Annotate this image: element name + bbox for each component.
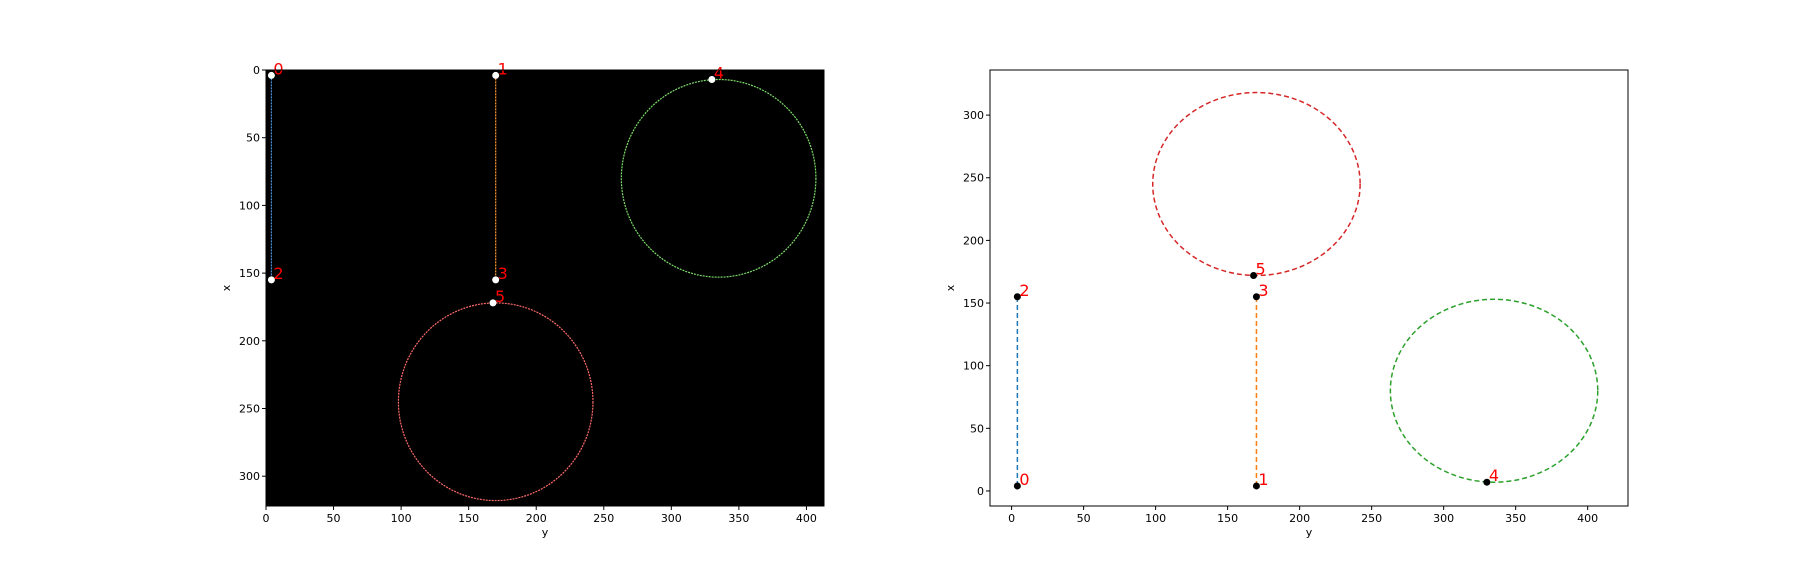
x-tick-label: 250 bbox=[593, 512, 614, 525]
y-tick-label: 0 bbox=[253, 64, 260, 77]
x-tick-label: 0 bbox=[263, 512, 270, 525]
y-tick-label: 250 bbox=[963, 172, 984, 185]
y-tick-label: 100 bbox=[963, 360, 984, 373]
point-0 bbox=[1013, 482, 1021, 490]
circle-1 bbox=[397, 302, 594, 502]
x-tick-label: 250 bbox=[1361, 512, 1382, 525]
x-tick-label: 300 bbox=[1433, 512, 1454, 525]
x-tick-label: 50 bbox=[1077, 512, 1091, 525]
y-tick-label: 300 bbox=[963, 109, 984, 122]
point-5 bbox=[489, 299, 497, 307]
x-axis-label: y bbox=[1306, 526, 1313, 539]
x-tick-label: 150 bbox=[1217, 512, 1238, 525]
point-1 bbox=[492, 71, 500, 79]
point-2 bbox=[1013, 293, 1021, 301]
x-tick-label: 400 bbox=[796, 512, 817, 525]
point-label-2: 2 bbox=[273, 264, 283, 283]
point-0 bbox=[267, 71, 275, 79]
y-tick-label: 150 bbox=[963, 297, 984, 310]
point-label-5: 5 bbox=[495, 287, 505, 306]
plot-background bbox=[990, 70, 1628, 506]
point-1 bbox=[1252, 482, 1260, 490]
point-label-4: 4 bbox=[1489, 466, 1499, 485]
x-tick-label: 200 bbox=[526, 512, 547, 525]
y-tick-label: 250 bbox=[239, 403, 260, 416]
point-label-4: 4 bbox=[714, 63, 724, 82]
x-tick-label: 200 bbox=[1289, 512, 1310, 525]
axes-frame bbox=[989, 69, 1629, 507]
point-label-2: 2 bbox=[1019, 281, 1029, 300]
circle-0 bbox=[620, 78, 817, 278]
point-3 bbox=[1252, 293, 1260, 301]
y-tick-label: 150 bbox=[239, 267, 260, 280]
point-4 bbox=[708, 75, 716, 83]
x-tick-label: 100 bbox=[391, 512, 412, 525]
point-label-1: 1 bbox=[1258, 470, 1268, 489]
x-tick-label: 350 bbox=[728, 512, 749, 525]
axes-frame bbox=[265, 69, 825, 507]
point-label-3: 3 bbox=[1258, 281, 1268, 300]
circle-0 bbox=[1389, 298, 1599, 483]
point-label-1: 1 bbox=[498, 59, 508, 78]
x-tick-label: 50 bbox=[327, 512, 341, 525]
plot-background bbox=[266, 70, 824, 506]
y-tick-label: 300 bbox=[239, 470, 260, 483]
y-tick-label: 200 bbox=[239, 335, 260, 348]
x-tick-label: 100 bbox=[1145, 512, 1166, 525]
x-tick-label: 0 bbox=[1008, 512, 1015, 525]
plot-content bbox=[270, 75, 817, 502]
point-4 bbox=[1483, 478, 1491, 486]
point-label-3: 3 bbox=[498, 264, 508, 283]
x-tick-label: 150 bbox=[458, 512, 479, 525]
point-label-0: 0 bbox=[1019, 470, 1029, 489]
point-label-0: 0 bbox=[273, 59, 283, 78]
y-tick-label: 100 bbox=[239, 199, 260, 212]
point-label-5: 5 bbox=[1256, 259, 1266, 278]
point-3 bbox=[492, 276, 500, 284]
y-tick-label: 50 bbox=[246, 132, 260, 145]
point-2 bbox=[267, 276, 275, 284]
x-tick-label: 300 bbox=[661, 512, 682, 525]
x-tick-label: 400 bbox=[1577, 512, 1598, 525]
y-tick-label: 0 bbox=[977, 485, 984, 498]
x-axis-label: y bbox=[542, 526, 549, 539]
y-axis-label: x bbox=[220, 284, 233, 291]
y-axis-label: x bbox=[944, 284, 957, 291]
point-5 bbox=[1250, 271, 1258, 279]
x-tick-label: 350 bbox=[1505, 512, 1526, 525]
y-tick-label: 200 bbox=[963, 234, 984, 247]
y-tick-label: 50 bbox=[970, 422, 984, 435]
